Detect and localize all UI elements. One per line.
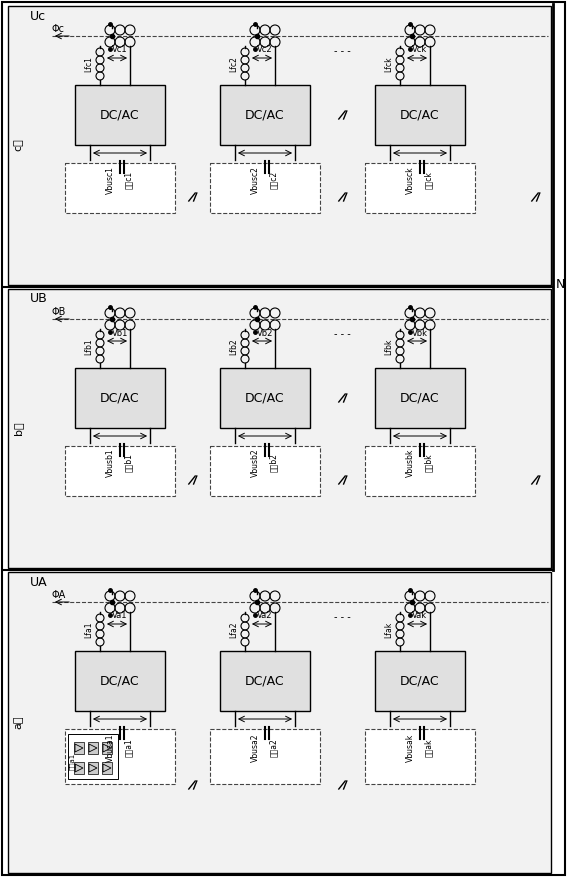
Bar [210,163,320,213]
Text: Vbusb2: Vbusb2 [250,449,259,477]
Text: Vbusck: Vbusck [406,166,414,194]
Text: a相: a相 [13,716,23,729]
Text: UA: UA [30,575,48,588]
Bar [365,446,475,496]
Text: Lfc1: Lfc1 [85,56,93,72]
Text: DC/AC: DC/AC [100,674,140,688]
Text: Vbusb1: Vbusb1 [105,449,114,477]
Bar [8,289,551,568]
Bar [65,446,175,496]
Text: ΦB: ΦB [52,307,67,317]
Bar [210,729,320,784]
Bar [375,368,465,428]
Text: 母线ak: 母线ak [423,738,432,757]
Text: Vb1: Vb1 [112,329,128,338]
Text: Vbusbk: Vbusbk [406,449,414,477]
Text: b相: b相 [13,421,23,435]
Bar [88,742,98,754]
Bar [65,729,175,784]
Text: - - -: - - - [333,612,351,622]
Text: - - -: - - - [333,329,351,339]
Bar [210,446,320,496]
Text: Vbusc1: Vbusc1 [105,166,114,194]
Text: Lfak: Lfak [385,622,394,638]
Text: Vbusa2: Vbusa2 [250,734,259,762]
Text: Lfa1: Lfa1 [85,622,93,638]
Text: 母线ck: 母线ck [423,171,432,189]
Text: Vbusak: Vbusak [406,734,414,762]
Text: Lfbk: Lfbk [385,339,394,355]
Bar [220,85,310,145]
Text: Lfc2: Lfc2 [229,56,238,72]
Text: Vak: Vak [413,611,427,621]
Bar [75,368,165,428]
Bar [65,163,175,213]
Text: 母线b2: 母线b2 [269,453,278,473]
Bar [365,729,475,784]
Text: Vbk: Vbk [412,329,428,338]
Bar [102,762,112,774]
Text: 母线c1: 母线c1 [123,171,133,189]
Bar [8,6,551,285]
Text: 母线a1: 母线a1 [123,738,133,758]
Text: - - -: - - - [333,46,351,56]
Bar [8,572,551,873]
Text: ΦA: ΦA [52,590,66,600]
Bar [74,762,84,774]
Text: c相: c相 [13,139,23,152]
Text: 母线a1: 母线a1 [69,752,75,770]
Text: Lfb2: Lfb2 [229,339,238,355]
Text: Vc1: Vc1 [112,46,128,54]
Text: DC/AC: DC/AC [245,109,285,122]
Text: 母线a2: 母线a2 [269,738,278,758]
Text: Vbusc2: Vbusc2 [250,166,259,194]
Bar [75,85,165,145]
Text: DC/AC: DC/AC [100,109,140,122]
Bar [88,762,98,774]
Text: DC/AC: DC/AC [245,391,285,404]
Text: DC/AC: DC/AC [100,391,140,404]
Text: Lfa2: Lfa2 [229,622,238,638]
Text: Φc: Φc [52,24,65,34]
Text: 母线c2: 母线c2 [269,171,278,189]
Bar [220,368,310,428]
Text: Vc2: Vc2 [257,46,273,54]
Text: 母线bk: 母线bk [423,453,432,473]
Text: DC/AC: DC/AC [400,109,440,122]
Text: Vb2: Vb2 [257,329,273,338]
Bar [102,742,112,754]
Text: UB: UB [30,293,48,305]
Text: DC/AC: DC/AC [400,391,440,404]
Text: Vck: Vck [413,46,428,54]
Bar [220,651,310,711]
Bar [68,734,118,779]
Bar [365,163,475,213]
Text: Lfck: Lfck [385,56,394,72]
Text: Uc: Uc [30,10,46,23]
Text: Lfb1: Lfb1 [85,339,93,355]
Text: 母线b1: 母线b1 [123,453,133,473]
Text: N: N [555,279,564,291]
Text: Vbusa1: Vbusa1 [105,734,114,762]
Text: Va1: Va1 [112,611,128,621]
Bar [74,742,84,754]
Bar [375,651,465,711]
Text: Va2: Va2 [257,611,273,621]
Text: DC/AC: DC/AC [245,674,285,688]
Bar [375,85,465,145]
Text: DC/AC: DC/AC [400,674,440,688]
Bar [75,651,165,711]
